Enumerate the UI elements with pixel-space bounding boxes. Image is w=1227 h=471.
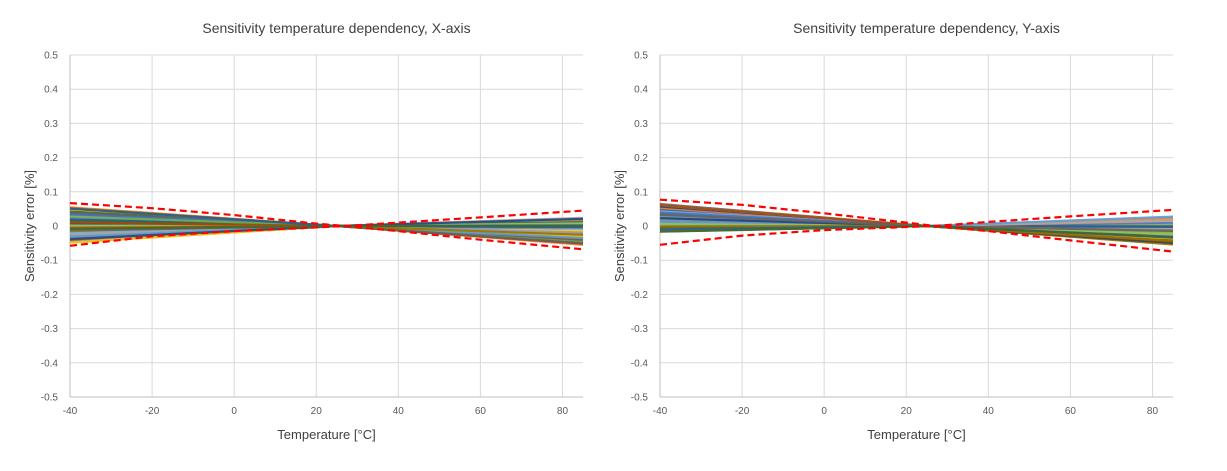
x-axis-label: Temperature [°C] — [277, 427, 375, 442]
x-tick-label: 20 — [901, 406, 913, 417]
y-tick-label: 0 — [52, 222, 58, 233]
y-tick-label: -0.1 — [41, 256, 59, 267]
x-tick-label: 80 — [557, 406, 569, 417]
chart-x-axis: Sensitivity temperature dependency, X-ax… — [0, 0, 610, 466]
y-axis-label: Sensitivity error [%] — [22, 170, 37, 282]
y-tick-label: -0.1 — [631, 256, 649, 267]
x-tick-label: 40 — [393, 406, 405, 417]
chart-y-axis: Sensitivity temperature dependency, Y-ax… — [590, 0, 1200, 466]
y-tick-label: 0.4 — [44, 85, 58, 96]
y-tick-label: 0.4 — [634, 85, 648, 96]
y-tick-label: 0.1 — [634, 187, 648, 198]
y-tick-label: -0.3 — [41, 324, 59, 335]
x-tick-label: 0 — [821, 406, 827, 417]
y-tick-label: -0.3 — [631, 324, 649, 335]
y-tick-label: -0.4 — [41, 358, 59, 369]
x-tick-label: -20 — [145, 406, 160, 417]
y-tick-label: 0.3 — [44, 119, 58, 130]
y-tick-label: 0.2 — [44, 153, 58, 164]
y-tick-label: -0.5 — [41, 393, 59, 404]
chart-y-axis-svg: Sensitivity temperature dependency, Y-ax… — [612, 20, 1174, 442]
y-axis-label: Sensitivity error [%] — [612, 170, 627, 282]
y-tick-label: 0 — [642, 222, 648, 233]
y-tick-label: 0.5 — [44, 51, 58, 62]
y-tick-label: -0.2 — [631, 290, 649, 301]
x-tick-label: -40 — [653, 406, 668, 417]
y-tick-label: 0.5 — [634, 51, 648, 62]
x-tick-label: 40 — [983, 406, 995, 417]
x-tick-label: -20 — [735, 406, 750, 417]
x-tick-label: 0 — [231, 406, 237, 417]
lower-limit-line — [659, 224, 1174, 253]
x-tick-label: -40 — [63, 406, 78, 417]
x-tick-label: 20 — [311, 406, 323, 417]
y-tick-label: 0.2 — [634, 153, 648, 164]
chart-title: Sensitivity temperature dependency, Y-ax… — [793, 20, 1060, 36]
y-tick-label: -0.2 — [41, 290, 59, 301]
y-tick-label: 0.3 — [634, 119, 648, 130]
chart-title: Sensitivity temperature dependency, X-ax… — [202, 20, 470, 36]
y-tick-label: 0.1 — [44, 187, 58, 198]
x-tick-label: 60 — [1065, 406, 1077, 417]
chart-x-axis-svg: Sensitivity temperature dependency, X-ax… — [22, 20, 584, 442]
x-tick-label: 60 — [475, 406, 487, 417]
lower-limit-line — [69, 224, 584, 251]
y-tick-label: -0.4 — [631, 358, 649, 369]
upper-limit-line — [69, 202, 584, 228]
y-tick-label: -0.5 — [631, 393, 649, 404]
x-tick-label: 80 — [1147, 406, 1159, 417]
upper-limit-line — [659, 198, 1174, 228]
x-axis-label: Temperature [°C] — [867, 427, 965, 442]
